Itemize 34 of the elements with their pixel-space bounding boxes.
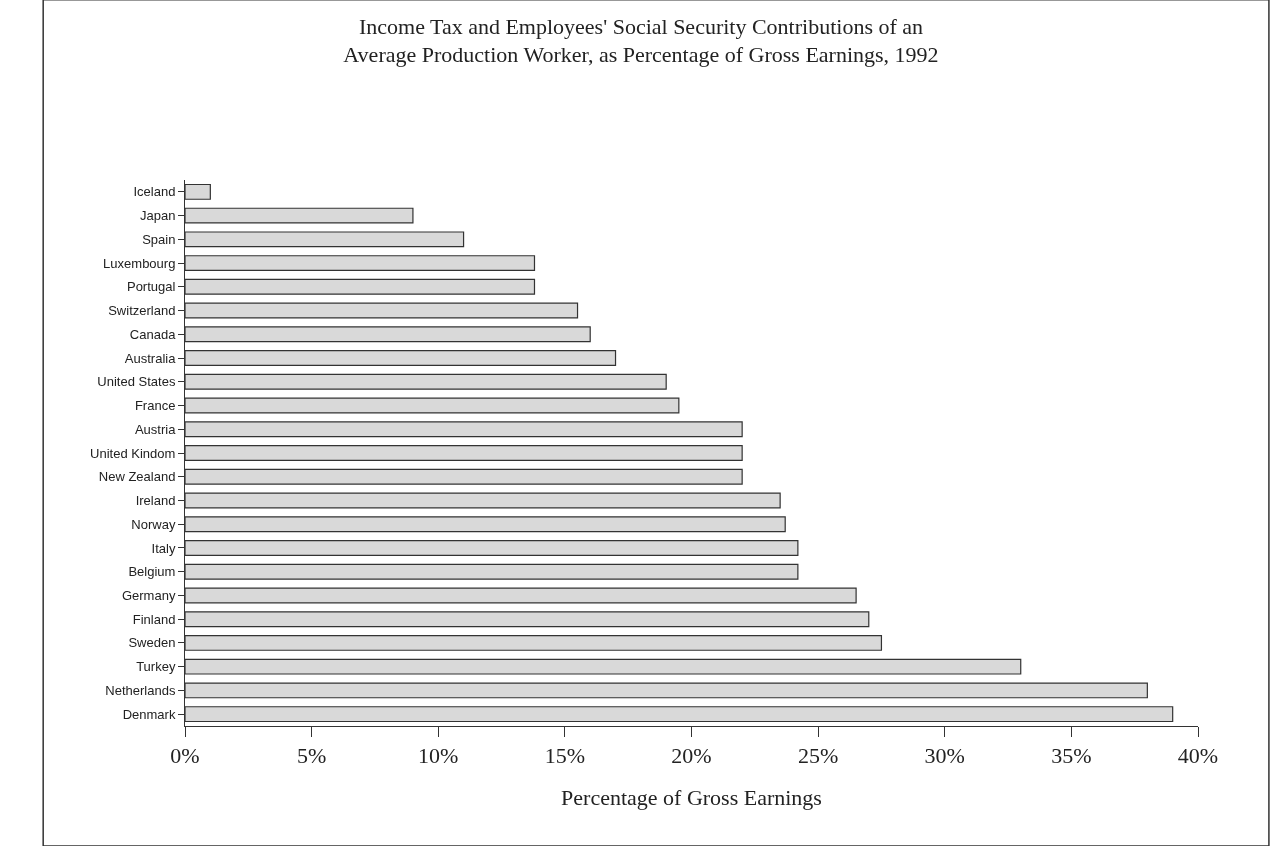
x-tick-label: 10% xyxy=(418,743,459,769)
y-tick-label: Japan xyxy=(139,208,176,224)
y-tick-label: Netherlands xyxy=(105,682,176,698)
x-tick-label: 0% xyxy=(170,743,200,769)
y-tick-label: United Kindom xyxy=(90,445,176,461)
y-tick-label: Norway xyxy=(131,516,176,532)
y-tick-label: Belgium xyxy=(128,564,176,580)
x-tick-label: 30% xyxy=(924,743,965,769)
x-tick-label: 25% xyxy=(797,743,839,769)
x-tick-label: 15% xyxy=(544,743,586,769)
y-tick-label: Denmark xyxy=(122,706,176,722)
y-tick-label: Turkey xyxy=(136,659,176,675)
chart-title: Income Tax and Employees' Social Security Contributions of an Average Production Worker, as Percentage of Gross Earnings, 1992 xyxy=(343,13,939,68)
y-tick-label: Sweden xyxy=(128,635,176,651)
y-tick-label: United States xyxy=(97,374,176,390)
y-tick-label: Finland xyxy=(132,611,176,627)
x-tick-label: 40% xyxy=(1177,743,1219,769)
y-tick-label: Australia xyxy=(124,350,177,366)
y-tick-label: France xyxy=(134,398,176,414)
x-tick-label: 35% xyxy=(1051,743,1092,769)
y-tick-label: Canada xyxy=(129,326,177,342)
x-tick-label: 20% xyxy=(671,743,712,769)
y-tick-label: Spain xyxy=(142,231,176,247)
y-tick-label: Austria xyxy=(134,421,177,437)
y-tick-label: Germany xyxy=(121,587,176,603)
x-axis-title: Percentage of Gross Earnings xyxy=(561,785,822,811)
y-tick-label: Iceland xyxy=(133,184,176,200)
y-tick-label: Luxembourg xyxy=(103,255,176,271)
y-tick-label: Ireland xyxy=(135,493,176,509)
y-tick-label: Switzerland xyxy=(108,303,176,319)
y-tick-label: New Zealand xyxy=(98,469,176,485)
y-tick-label: Portugal xyxy=(126,279,176,295)
y-tick-label: Italy xyxy=(151,540,176,556)
x-tick-label: 5% xyxy=(296,743,327,769)
